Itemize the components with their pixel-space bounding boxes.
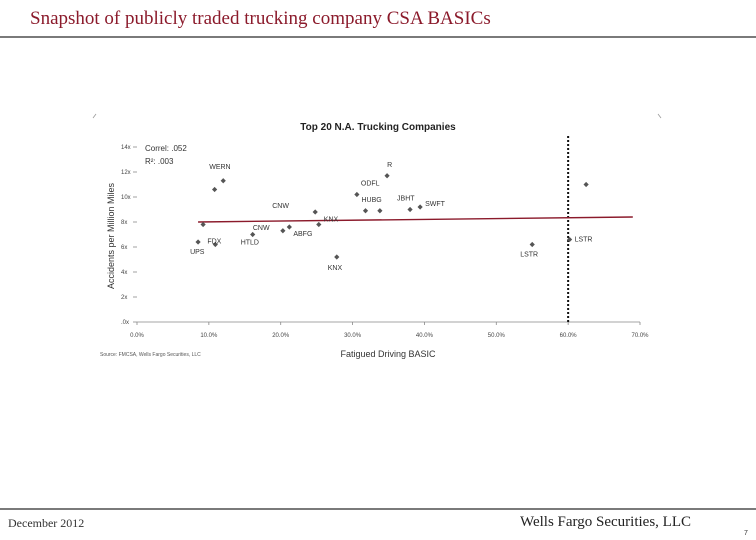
data-point-label: CNW — [253, 225, 270, 232]
x-tick-label: 20.0% — [272, 333, 290, 339]
data-point-label: SWFT — [425, 201, 446, 208]
data-point-marker — [250, 231, 256, 238]
y-tick-label: 14x — [121, 145, 131, 151]
data-point-label: KNX — [328, 265, 343, 272]
y-tick-label: .0x — [121, 320, 129, 326]
header-divider — [0, 36, 756, 38]
data-point-label: CNW — [272, 203, 289, 210]
data-point-label: LSTR — [520, 252, 538, 259]
trendline — [198, 216, 633, 223]
data-point-marker — [286, 224, 292, 230]
data-point-marker — [212, 241, 218, 248]
data-point-label: UPS — [190, 249, 205, 256]
data-point-marker — [354, 191, 360, 198]
data-point-label: JBHT — [397, 196, 415, 203]
x-tick-label: 70.0% — [631, 333, 649, 339]
footer-date: December 2012 — [8, 516, 85, 530]
data-point-marker — [195, 239, 201, 245]
data-point-marker — [377, 208, 383, 214]
data-point-marker — [316, 221, 322, 228]
data-point-marker — [312, 209, 318, 215]
frame-corner — [657, 113, 662, 119]
footer-brand: Wells Fargo Securities, LLC — [520, 514, 691, 530]
frame-corner — [92, 113, 97, 119]
y-axis-title: Accidents per Million Miles — [106, 182, 116, 289]
data-point-marker — [334, 254, 340, 260]
y-tick-label: 12x — [121, 170, 131, 176]
x-tick-label: 60.0% — [560, 333, 578, 339]
data-point-marker — [220, 178, 226, 184]
data-point-label: KNX — [324, 217, 339, 224]
r-squared-annotation: R²: .003 — [145, 157, 174, 166]
footer-divider — [0, 508, 756, 510]
x-tick-label: 50.0% — [488, 333, 506, 339]
y-tick-label: 4x — [121, 270, 127, 276]
source-note: Source: FMCSA, Wells Fargo Securities, L… — [100, 352, 201, 358]
data-point-label: LSTR — [575, 237, 593, 244]
x-tick-label: 40.0% — [416, 333, 434, 339]
data-point-marker — [200, 221, 206, 228]
chart-title: Top 20 N.A. Trucking Companies — [300, 122, 456, 133]
data-point-label: WERN — [209, 164, 230, 171]
x-tick-label: 0.0% — [130, 333, 144, 339]
trendline-path — [198, 216, 633, 223]
x-tick-label: 30.0% — [344, 333, 362, 339]
data-point-marker — [407, 206, 413, 213]
data-point-marker — [280, 228, 286, 234]
data-point-marker — [362, 208, 369, 214]
data-point-label: R — [387, 162, 392, 169]
x-axis-title: Fatigued Driving BASIC — [340, 349, 436, 359]
y-tick-label: 6x — [121, 245, 127, 251]
data-point-marker — [529, 241, 535, 248]
data-point-label: FDX — [207, 239, 221, 246]
data-point-label: ODFL — [361, 181, 380, 188]
slide-title: Snapshot of publicly traded trucking com… — [30, 8, 491, 29]
page-number: 7 — [744, 530, 748, 537]
data-point-marker — [583, 181, 589, 188]
data-point-label: ABFG — [293, 231, 312, 238]
data-point-label: HUBG — [362, 197, 382, 204]
y-tick-label: 10x — [121, 195, 131, 201]
data-point-marker — [212, 186, 218, 193]
data-point-label: HTLD — [241, 240, 259, 247]
data-point-marker — [384, 173, 390, 179]
chart-frame — [92, 113, 662, 119]
data-point-marker — [417, 204, 423, 210]
chart-axes: 0.0% 10.0% 20.0% 30.0% 40.0% 50.0% 60.0% 70.0%.… — [121, 145, 649, 339]
correlation-annotation: Correl: .052 — [145, 144, 187, 153]
y-tick-label: 2x — [121, 295, 127, 301]
y-tick-label: 8x — [121, 220, 127, 226]
data-point-marker — [566, 236, 573, 243]
x-tick-label: 10.0% — [200, 333, 218, 339]
